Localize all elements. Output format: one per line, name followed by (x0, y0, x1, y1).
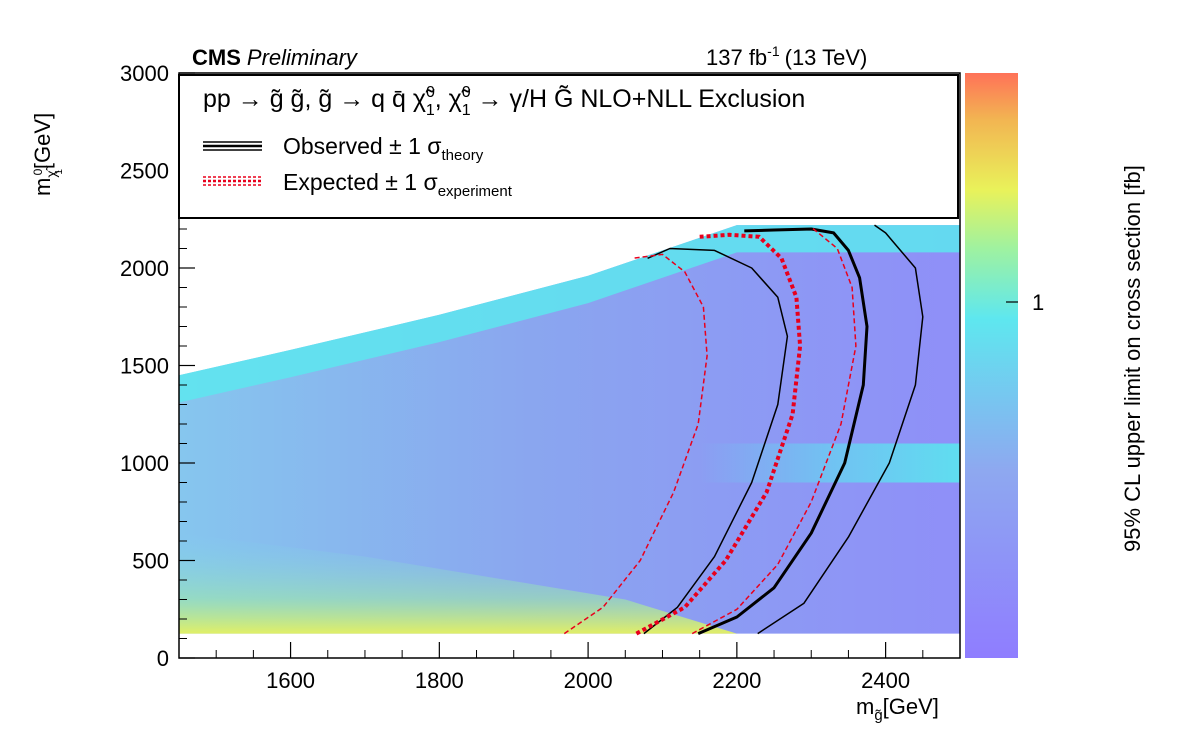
x-axis-title: mg̃[GeV] (856, 694, 939, 724)
y-tick-label-2: 1000 (120, 451, 169, 476)
contour-5 (563, 253, 708, 635)
y-tick-label-1: 500 (132, 549, 169, 574)
x-tick-label-2: 2000 (564, 668, 613, 693)
svg-text:mχ̃01[GeV]: mχ̃0 1[GeV] (30, 113, 65, 196)
y-tick-label-0: 0 (157, 646, 169, 671)
y-tick-label-5: 2500 (120, 159, 169, 184)
x-tick-label-4: 2400 (861, 668, 910, 693)
y-tick-label-3: 1500 (120, 354, 169, 379)
y-axis-title: mχ̃0 1[GeV] (30, 113, 65, 196)
y-tick-label-6: 3000 (120, 61, 169, 86)
x-tick-label-0: 1600 (266, 668, 315, 693)
legend-expected-entry: Expected ± 1 σexperiment (203, 169, 513, 200)
heatmap-low-mass-band (179, 533, 737, 634)
legend-process: pp → g̃ g̃, g̃ → q q̄ χ̃0 1, χ̃0 1 → γ/H G… (203, 84, 805, 119)
heatmap-cyan-band (699, 443, 960, 483)
colorbar-title: 95% CL upper limit on cross section [fb] (1120, 165, 1145, 552)
legend-expected-label: Expected ± 1 σexperiment (283, 169, 513, 200)
colorbar (965, 73, 1018, 658)
contour-4 (691, 226, 857, 635)
heatmap-cyan-edge (179, 225, 960, 403)
contour-1 (757, 224, 924, 635)
axis-ticks: 1600 1800 2000 2200 2400 0 500 1000 1500 2000 2500… (120, 61, 961, 693)
contour-2 (643, 247, 789, 635)
heatmap-base-fill (179, 225, 960, 634)
cms-label: CMS Preliminary (192, 45, 359, 70)
legend-box (178, 74, 959, 219)
heatmap-region (179, 225, 960, 634)
contour-0 (697, 227, 869, 635)
colorbar-tick-label: 1 (1032, 290, 1044, 315)
legend-observed-label: Observed ± 1 σtheory (283, 133, 484, 164)
contour-lines (563, 224, 924, 636)
x-tick-label-1: 1800 (415, 668, 464, 693)
svg-text:95% CL upper limit on cross se: 95% CL upper limit on cross section [fb] (1120, 165, 1145, 552)
legend-observed-entry: Observed ± 1 σtheory (203, 133, 484, 164)
contour-3 (635, 232, 803, 636)
y-tick-label-4: 2000 (120, 256, 169, 281)
luminosity-label: 137 fb-1 (13 TeV) (706, 43, 867, 70)
x-tick-label-3: 2200 (712, 668, 761, 693)
